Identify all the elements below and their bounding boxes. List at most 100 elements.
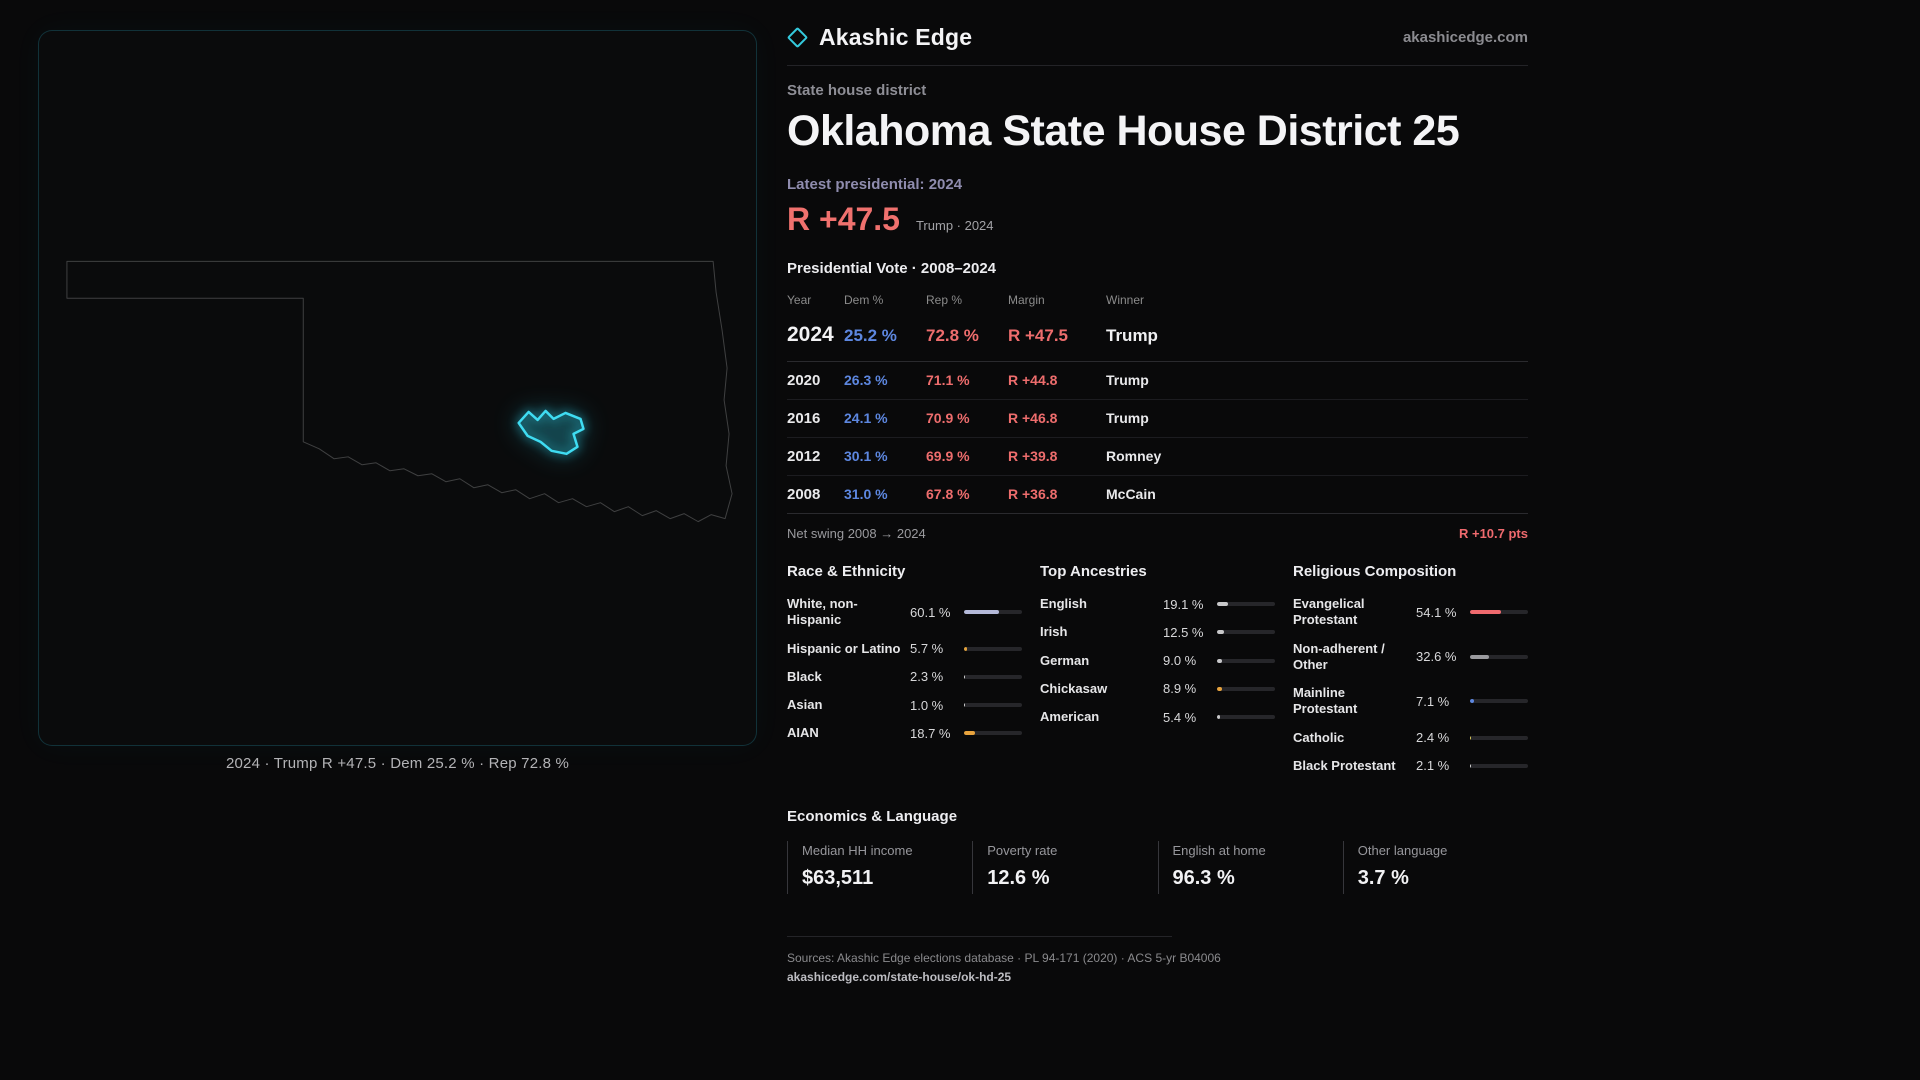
demographics-section: Race & Ethnicity White, non-Hispanic 60.…: [787, 563, 1528, 780]
list-item: German 9.0 %: [1040, 647, 1275, 675]
mini-bar: [1470, 735, 1528, 740]
cell-dem: 24.1 %: [844, 410, 888, 426]
mini-bar: [1217, 686, 1275, 691]
item-value: 7.1 %: [1416, 693, 1450, 709]
mini-bar-fill: [1470, 735, 1472, 740]
religion-column: Religious Composition Evangelical Protes…: [1293, 563, 1528, 780]
race-ethnicity-column: Race & Ethnicity White, non-Hispanic 60.…: [787, 563, 1022, 780]
mini-bar: [964, 610, 1022, 615]
mini-bar-fill: [1470, 699, 1475, 704]
footer: Sources: Akashic Edge elections database…: [787, 936, 1528, 984]
mini-bar: [1470, 699, 1528, 704]
cell-winner: McCain: [1106, 486, 1156, 502]
list-item: Black 2.3 %: [787, 663, 1022, 691]
headline-margin-row: R +47.5 Trump · 2024: [787, 201, 1528, 238]
item-label: Evangelical Protestant: [1293, 596, 1365, 628]
stat-label: Other language: [1357, 843, 1448, 858]
brand-site-link[interactable]: akashicedge.com: [1402, 29, 1528, 46]
item-value: 60.1 %: [910, 604, 951, 620]
item-value: 18.7 %: [910, 725, 951, 741]
district-kicker: State house district: [787, 82, 927, 99]
item-value: 2.1 %: [1416, 758, 1450, 774]
economics-stats: Median HH income $63,511 Poverty rate 12…: [787, 841, 1528, 894]
list-item: Mainline Protestant 7.1 %: [1293, 679, 1528, 724]
item-value: 8.9 %: [1163, 681, 1197, 697]
headline-margin-note: Trump · 2024: [915, 218, 994, 233]
item-value: 2.3 %: [910, 669, 944, 685]
cell-margin: R +44.8: [1008, 372, 1058, 388]
item-label: Irish: [1040, 624, 1068, 640]
cell-rep: 72.8 %: [926, 326, 979, 345]
list-item: Black Protestant 2.1 %: [1293, 752, 1528, 780]
stat-english-at-home: English at home 96.3 %: [1157, 841, 1343, 894]
cell-dem: 31.0 %: [844, 486, 888, 502]
list-item: Asian 1.0 %: [787, 691, 1022, 719]
item-label: Catholic: [1293, 729, 1345, 745]
mini-bar-fill: [1217, 602, 1229, 607]
item-label: Asian: [787, 697, 823, 712]
table-row: 2020 26.3 % 71.1 % R +44.8 Trump: [787, 362, 1528, 400]
mini-bar-fill: [964, 610, 999, 615]
item-label: American: [1040, 709, 1100, 724]
latest-presidential-label: Latest presidential: 2024: [787, 176, 963, 193]
item-label: White, non-Hispanic: [787, 596, 858, 628]
cell-dem: 26.3 %: [844, 372, 888, 388]
item-label: Black Protestant: [1293, 757, 1396, 773]
list-item: AIAN 18.7 %: [787, 719, 1022, 747]
list-item: Evangelical Protestant 54.1 %: [1293, 590, 1528, 635]
stat-value: 3.7 %: [1357, 867, 1409, 889]
cell-margin: R +46.8: [1008, 410, 1058, 426]
mini-bar: [1217, 658, 1275, 663]
cell-winner: Romney: [1106, 448, 1162, 464]
cell-rep: 70.9 %: [926, 410, 970, 426]
mini-bar-fill: [1217, 658, 1223, 663]
mini-bar-fill: [1217, 630, 1225, 635]
mini-bar-fill: [1217, 686, 1223, 691]
stat-value: 12.6 %: [987, 867, 1050, 889]
cell-rep: 69.9 %: [926, 448, 970, 464]
item-label: Non-adherent / Other: [1293, 640, 1385, 672]
mini-bar: [1470, 610, 1528, 615]
stat-label: Poverty rate: [987, 843, 1058, 858]
table-row: 2008 31.0 % 67.8 % R +36.8 McCain: [787, 476, 1528, 514]
ancestries-title: Top Ancestries: [1040, 563, 1147, 580]
stat-value: 96.3 %: [1172, 867, 1235, 889]
vote-table-title: Presidential Vote · 2008–2024: [787, 260, 997, 277]
mini-bar: [1217, 715, 1275, 720]
cell-margin: R +36.8: [1008, 486, 1058, 502]
mini-bar-fill: [1217, 715, 1221, 720]
vote-table: Year Dem % Rep % Margin Winner 2024 25.2…: [787, 289, 1528, 541]
stat-label: English at home: [1172, 843, 1266, 858]
list-item: White, non-Hispanic 60.1 %: [787, 590, 1022, 635]
cell-margin: R +39.8: [1008, 448, 1058, 464]
list-item: American 5.4 %: [1040, 703, 1275, 731]
cell-dem: 30.1 %: [844, 448, 888, 464]
sources-text: Sources: Akashic Edge elections database…: [787, 951, 1221, 965]
cell-year: 2008: [787, 486, 821, 503]
item-value: 2.4 %: [1416, 730, 1450, 746]
ancestries-column: Top Ancestries English 19.1 % Irish 12.5…: [1040, 563, 1275, 780]
item-label: English: [1040, 596, 1087, 611]
mini-bar: [1217, 602, 1275, 607]
mini-bar-fill: [964, 646, 968, 651]
footer-divider: [787, 936, 1172, 937]
map-caption: 2024 · Trump R +47.5 · Dem 25.2 % · Rep …: [225, 755, 570, 772]
cell-year: 2012: [787, 448, 821, 465]
highlighted-district-shape[interactable]: [517, 409, 585, 456]
mini-bar: [1470, 654, 1528, 659]
item-label: AIAN: [787, 725, 819, 741]
cell-year: 2016: [787, 410, 821, 427]
mini-bar: [964, 731, 1022, 736]
cell-year: 2024: [787, 323, 834, 346]
mini-bar: [964, 674, 1022, 679]
mini-bar-fill: [1470, 654, 1489, 659]
stat-other-language: Other language 3.7 %: [1342, 841, 1528, 894]
item-value: 5.7 %: [910, 641, 944, 657]
item-label: German: [1040, 652, 1090, 668]
cell-rep: 67.8 %: [926, 486, 970, 502]
stat-median-income: Median HH income $63,511: [787, 841, 972, 894]
religion-title: Religious Composition: [1293, 563, 1457, 580]
permalink[interactable]: akashicedge.com/state-house/ok-hd-25: [787, 970, 1012, 984]
col-dem: Dem %: [844, 293, 884, 307]
